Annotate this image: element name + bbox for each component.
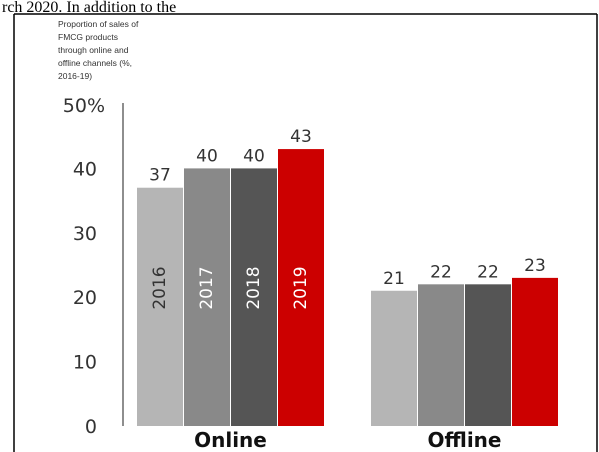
bar-group: 37 2016 40 2017 40 2018 43 2019 21 22 22 23	[137, 127, 558, 426]
bar-online-2016	[137, 187, 183, 426]
value-label: 21	[383, 269, 405, 289]
y-axis-ticks: 0 10 20 30 40	[73, 158, 97, 438]
bar-offline-2019	[512, 277, 558, 426]
category-label-online: Online	[194, 428, 267, 452]
y-tick-label: 40	[73, 158, 97, 180]
year-label: 2017	[197, 266, 217, 309]
chart-title: Proportion of sales of FMCG products thr…	[58, 19, 139, 81]
title-line-5: 2016-19)	[58, 71, 92, 81]
title-line-4: offline channels (%,	[58, 58, 132, 68]
title-line-2: FMCG products	[58, 32, 118, 42]
value-label: 22	[430, 262, 452, 282]
year-label: 2019	[291, 266, 311, 309]
y-tick-label: 10	[73, 352, 97, 374]
category-labels: Online Offline	[194, 428, 501, 452]
year-label: 2018	[244, 266, 264, 309]
year-label: 2016	[150, 266, 170, 309]
value-label: 43	[290, 127, 312, 147]
title-line-1: Proportion of sales of	[58, 19, 139, 29]
category-label-offline: Offline	[428, 428, 502, 452]
bar-offline-2018	[465, 284, 511, 426]
bar-online-2019	[278, 149, 324, 426]
y-tick-label: 30	[73, 223, 97, 245]
bar-offline-2016	[371, 290, 417, 426]
y-axis-top-label: 50%	[63, 95, 105, 117]
value-label: 23	[524, 256, 546, 276]
value-label: 40	[196, 146, 218, 166]
y-tick-label: 0	[85, 416, 97, 438]
bar-offline-2017	[418, 284, 464, 426]
value-label: 22	[477, 262, 499, 282]
caption-text: rch 2020. In addition to the	[2, 0, 176, 16]
bar-online-2018	[231, 168, 277, 426]
title-line-3: through online and	[58, 45, 129, 55]
y-tick-label: 20	[73, 287, 97, 309]
value-label: 37	[149, 166, 171, 186]
value-label: 40	[243, 146, 265, 166]
bar-online-2017	[184, 168, 230, 426]
